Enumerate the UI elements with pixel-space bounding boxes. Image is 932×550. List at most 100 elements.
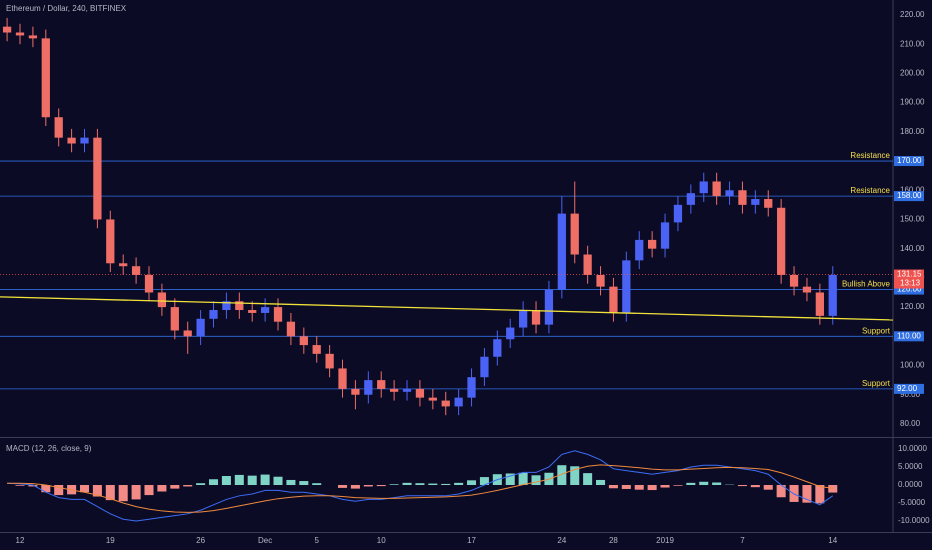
candle-body [209,310,217,319]
x-tick-label: 5 [314,536,319,545]
chart-title: Ethereum / Dollar, 240, BITFINEX [6,4,127,13]
y-tick-label: 210.00 [900,39,925,48]
y-tick-label: 10.0000 [898,444,927,453]
candle-body [106,219,114,263]
candle-body [3,27,11,33]
price-countdown: 13:13 [900,279,921,288]
histogram-bar [261,475,270,485]
histogram-bar [144,485,153,495]
histogram-bar [583,473,592,485]
y-tick-label: 150.00 [900,215,925,224]
histogram-bar [338,485,347,488]
candle-body [584,255,592,275]
candle-body [132,266,140,275]
candle-body [596,275,604,287]
candle-body [442,401,450,407]
y-tick-label: 5.0000 [898,462,923,471]
histogram-bar [686,483,695,485]
histogram-bar [738,485,747,486]
level-text: Resistance [850,151,890,160]
candle-body [300,336,308,345]
candle-body [816,292,824,315]
candle-body [622,260,630,313]
candle-body [532,310,540,325]
candle-body [196,319,204,337]
level-text: Support [862,379,891,388]
candle-body [790,275,798,287]
x-tick-label: 12 [16,536,25,545]
y-tick-label: -5.0000 [898,498,926,507]
histogram-bar [635,485,644,490]
candle-body [519,310,527,328]
chart: Ethereum / Dollar, 240, BITFINEX MACD (1… [0,0,932,550]
x-tick-label: 2019 [656,536,674,545]
candle-body [609,287,617,313]
candle-body [648,240,656,249]
y-tick-label: 140.00 [900,244,925,253]
histogram-bar [764,485,773,490]
candle-body [338,368,346,388]
histogram-bar [312,483,321,485]
candle-body [738,190,746,205]
x-tick-label: 17 [467,536,476,545]
candle-body [803,287,811,293]
histogram-bar [364,485,373,486]
level-text: Resistance [850,186,890,195]
candle-body [687,193,695,205]
histogram-bar [222,476,231,485]
candle-body [661,222,669,248]
histogram-bar [351,485,360,489]
x-tick-label: 19 [106,536,115,545]
candle-body [364,380,372,395]
candle-body [700,181,708,193]
candle-body [674,205,682,223]
candle-body [725,190,733,196]
level-badge-label: 158.00 [897,191,922,200]
candle-body [171,307,179,330]
y-tick-label: 200.00 [900,69,925,78]
candle-body [287,322,295,337]
histogram-bar [532,475,541,485]
histogram-bar [170,485,179,489]
candle-body [829,275,837,316]
level-text: Support [862,326,891,335]
candle-body [480,357,488,377]
histogram-bar [299,481,308,485]
y-tick-label: 120.00 [900,302,925,311]
macd-title: MACD (12, 26, close, 9) [6,444,92,453]
candle-body [713,181,721,196]
candle-body [42,38,50,117]
histogram-bar [454,483,463,485]
histogram-bar [415,483,424,485]
candle-body [145,275,153,293]
x-tick-label: 14 [828,536,837,545]
histogram-bar [15,485,24,486]
candle-body [764,199,772,208]
histogram-bar [699,482,708,485]
histogram-bar [441,484,450,485]
histogram-bar [751,485,760,487]
level-text: Bullish Above [842,280,891,289]
x-tick-label: 7 [740,536,745,545]
candle-body [429,398,437,401]
candle-body [158,292,166,307]
candle-body [29,35,37,38]
histogram-bar [248,476,257,485]
histogram-bar [596,480,605,485]
candle-body [55,117,63,137]
histogram-bar [403,483,412,485]
level-badge-label: 92.00 [897,384,918,393]
candle-body [351,389,359,395]
candle-body [248,310,256,313]
candle-body [635,240,643,260]
y-tick-label: 220.00 [900,10,925,19]
candle-body [545,290,553,325]
histogram-bar [712,482,721,485]
histogram-bar [648,485,657,490]
candle-body [119,263,127,266]
y-tick-label: 180.00 [900,127,925,136]
histogram-bar [661,485,670,488]
candle-body [261,307,269,313]
candle-body [777,208,785,275]
histogram-bar [157,485,166,491]
